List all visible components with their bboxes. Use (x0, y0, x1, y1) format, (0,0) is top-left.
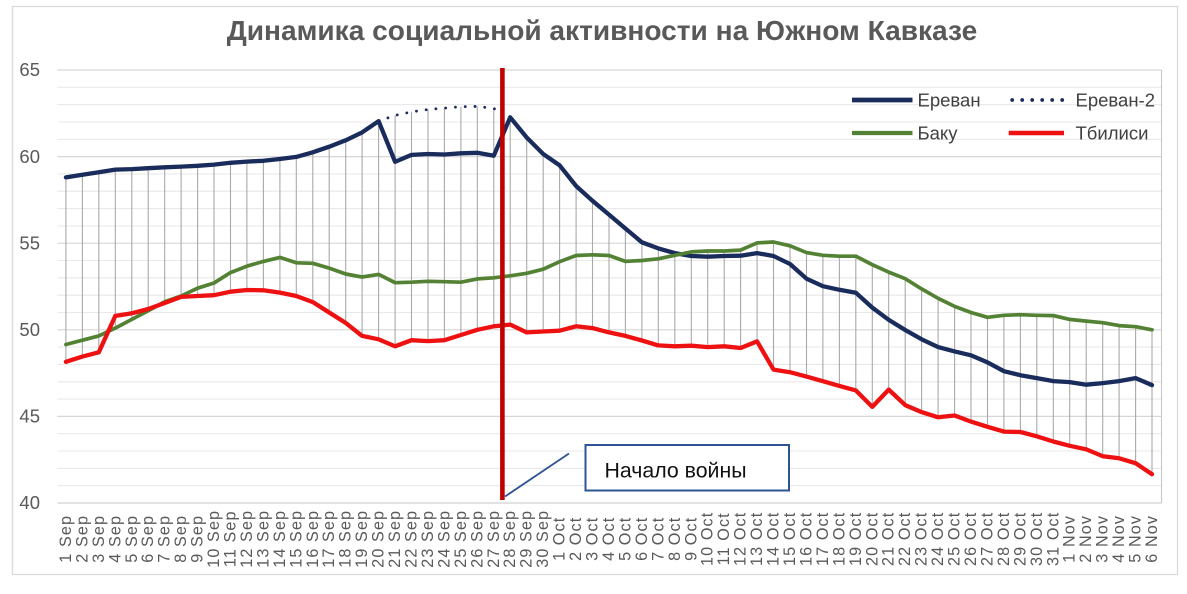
svg-text:12 Oct: 12 Oct (732, 512, 750, 566)
svg-text:Тбилиси: Тбилиси (1076, 123, 1149, 144)
svg-text:2 Oct: 2 Oct (567, 517, 585, 561)
svg-text:20 Oct: 20 Oct (863, 512, 881, 566)
svg-text:50: 50 (19, 319, 40, 340)
svg-text:27 Oct: 27 Oct (979, 512, 997, 566)
svg-text:19 Sep: 19 Sep (353, 510, 371, 568)
svg-text:24 Oct: 24 Oct (929, 512, 947, 566)
svg-text:2 Sep: 2 Sep (73, 515, 91, 563)
svg-text:4 Oct: 4 Oct (600, 517, 618, 561)
svg-text:3 Nov: 3 Nov (1094, 515, 1112, 563)
svg-text:24 Sep: 24 Sep (435, 510, 453, 568)
svg-text:5 Oct: 5 Oct (616, 517, 634, 561)
svg-text:6 Sep: 6 Sep (139, 515, 157, 563)
svg-text:29 Oct: 29 Oct (1011, 512, 1029, 566)
svg-text:23 Sep: 23 Sep (419, 510, 437, 568)
svg-text:13 Oct: 13 Oct (748, 512, 766, 566)
svg-text:2 Nov: 2 Nov (1077, 515, 1095, 563)
svg-text:21 Sep: 21 Sep (386, 510, 404, 568)
svg-text:11 Sep: 11 Sep (222, 510, 240, 567)
svg-text:25 Oct: 25 Oct (946, 512, 964, 566)
svg-text:26 Oct: 26 Oct (962, 512, 980, 566)
svg-text:14 Oct: 14 Oct (765, 512, 783, 566)
svg-text:10 Sep: 10 Sep (205, 510, 223, 568)
svg-text:12 Sep: 12 Sep (238, 510, 256, 568)
svg-text:8 Sep: 8 Sep (172, 515, 190, 563)
svg-text:1 Oct: 1 Oct (551, 517, 569, 561)
svg-text:26 Sep: 26 Sep (468, 510, 486, 568)
svg-text:10 Oct: 10 Oct (699, 512, 717, 566)
svg-text:55: 55 (19, 232, 40, 253)
svg-text:15 Sep: 15 Sep (287, 510, 305, 568)
svg-text:3 Oct: 3 Oct (584, 517, 602, 561)
svg-text:30 Sep: 30 Sep (534, 510, 552, 568)
svg-text:29 Sep: 29 Sep (518, 510, 536, 568)
svg-text:8 Oct: 8 Oct (666, 517, 684, 561)
svg-text:Ереван: Ереван (918, 90, 981, 111)
svg-text:3 Sep: 3 Sep (90, 515, 108, 563)
svg-text:1 Nov: 1 Nov (1061, 515, 1079, 563)
svg-text:16 Sep: 16 Sep (304, 510, 322, 568)
svg-text:6 Nov: 6 Nov (1143, 515, 1161, 563)
svg-text:9 Oct: 9 Oct (682, 517, 700, 561)
svg-text:11 Oct: 11 Oct (715, 512, 733, 565)
svg-text:22 Oct: 22 Oct (896, 512, 914, 566)
svg-text:Начало войны: Начало войны (605, 459, 747, 483)
svg-text:6 Oct: 6 Oct (633, 517, 651, 561)
svg-text:19 Oct: 19 Oct (847, 512, 865, 566)
svg-text:4 Sep: 4 Sep (106, 515, 124, 563)
svg-text:27 Sep: 27 Sep (485, 510, 503, 568)
svg-text:7 Oct: 7 Oct (649, 517, 667, 561)
svg-text:15 Oct: 15 Oct (781, 512, 799, 566)
svg-text:17 Oct: 17 Oct (814, 512, 832, 566)
svg-text:7 Sep: 7 Sep (156, 515, 174, 563)
svg-text:65: 65 (19, 59, 40, 80)
svg-text:18 Sep: 18 Sep (337, 510, 355, 568)
svg-text:22 Sep: 22 Sep (403, 510, 421, 568)
svg-text:28 Sep: 28 Sep (501, 510, 519, 568)
svg-text:17 Sep: 17 Sep (320, 510, 338, 568)
svg-text:16 Oct: 16 Oct (798, 512, 816, 566)
svg-text:21 Oct: 21 Oct (880, 512, 898, 566)
svg-text:13 Sep: 13 Sep (254, 510, 272, 568)
svg-text:14 Sep: 14 Sep (271, 510, 289, 568)
svg-text:Динамика социальной активности: Динамика социальной активности на Южном … (227, 15, 978, 46)
svg-text:40: 40 (19, 492, 40, 513)
svg-text:9 Sep: 9 Sep (189, 515, 207, 563)
svg-text:30 Oct: 30 Oct (1028, 512, 1046, 566)
svg-text:Ереван-2: Ереван-2 (1076, 90, 1156, 111)
svg-text:25 Sep: 25 Sep (452, 510, 470, 568)
svg-text:31 Oct: 31 Oct (1044, 512, 1062, 566)
svg-text:23 Oct: 23 Oct (913, 512, 931, 566)
svg-text:Баку: Баку (918, 123, 959, 144)
svg-text:4 Nov: 4 Nov (1110, 515, 1128, 563)
svg-text:45: 45 (19, 406, 40, 427)
svg-text:5 Sep: 5 Sep (123, 515, 141, 563)
svg-text:18 Oct: 18 Oct (830, 512, 848, 566)
svg-text:60: 60 (19, 146, 40, 167)
svg-text:1 Sep: 1 Sep (57, 515, 75, 563)
svg-text:20 Sep: 20 Sep (370, 510, 388, 568)
svg-text:28 Oct: 28 Oct (995, 512, 1013, 566)
svg-text:5 Nov: 5 Nov (1127, 515, 1145, 563)
